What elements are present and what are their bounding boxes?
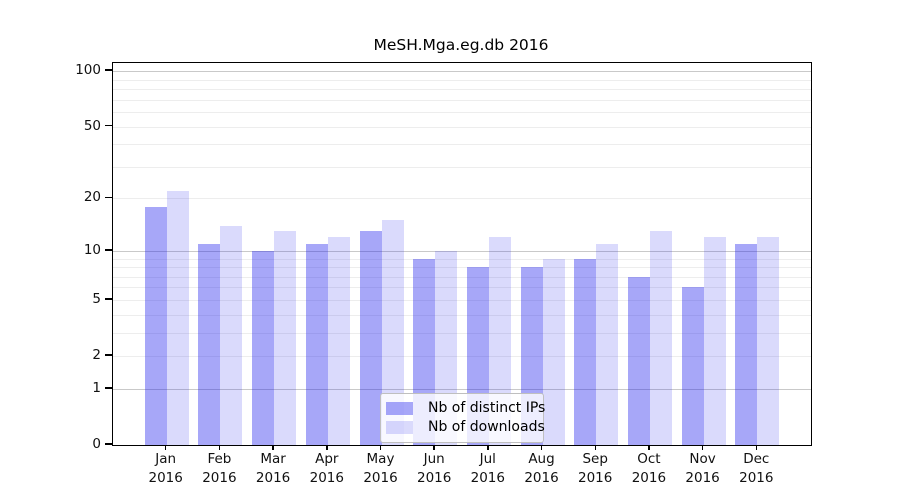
y-tick-50 xyxy=(105,124,112,127)
x-tick-may-2016 xyxy=(379,445,382,450)
bar-dec-2016-downloads xyxy=(757,237,780,445)
bar-oct-2016-downloads xyxy=(649,231,672,445)
legend-item-distinct-ips: Nb of distinct IPs xyxy=(386,401,545,416)
gridline-y-80 xyxy=(113,89,811,90)
bar-mar-2016-downloads xyxy=(274,231,297,445)
y-tick-label-2: 2 xyxy=(92,347,101,363)
bar-jan-2016-distinct-ips xyxy=(144,206,167,445)
gridline-y-30 xyxy=(113,166,811,168)
bar-apr-2016-distinct-ips xyxy=(305,243,328,445)
y-tick-label-100: 100 xyxy=(75,62,101,79)
bar-may-2016-distinct-ips xyxy=(359,231,382,445)
x-tick-mar-2016 xyxy=(272,445,274,450)
legend-label-distinct-ips: Nb of distinct IPs xyxy=(428,400,546,416)
gridline-y-6 xyxy=(113,287,811,289)
x-tick-label-jun-2016: Jun 2016 xyxy=(417,451,452,486)
x-tick-label-apr-2016: Apr 2016 xyxy=(309,451,344,486)
legend-item-downloads: Nb of downloads xyxy=(386,420,545,435)
x-tick-label-aug-2016: Aug 2016 xyxy=(524,451,559,486)
gridline-y-4 xyxy=(113,314,811,316)
bar-may-2016-downloads xyxy=(381,220,404,445)
bar-aug-2016-downloads xyxy=(542,258,565,445)
x-tick-feb-2016 xyxy=(218,445,221,450)
bar-mar-2016-distinct-ips xyxy=(252,250,275,445)
bar-dec-2016-distinct-ips xyxy=(735,243,758,445)
y-tick-label-50: 50 xyxy=(83,117,101,134)
bar-oct-2016-distinct-ips xyxy=(627,276,650,445)
y-tick-20 xyxy=(105,196,112,199)
plot-area xyxy=(112,62,812,446)
x-tick-label-mar-2016: Mar 2016 xyxy=(255,451,291,486)
x-tick-jul-2016 xyxy=(487,445,489,450)
y-tick-label-0: 0 xyxy=(92,436,101,452)
gridline-y-3 xyxy=(113,332,811,334)
bar-feb-2016-distinct-ips xyxy=(198,243,221,445)
x-tick-label-dec-2016: Dec 2016 xyxy=(739,451,774,486)
x-tick-label-jan-2016: Jan 2016 xyxy=(148,451,183,486)
x-tick-label-feb-2016: Feb 2016 xyxy=(202,451,237,486)
x-tick-label-jul-2016: Jul 2016 xyxy=(470,451,505,486)
gridline-y-8 xyxy=(113,267,811,268)
x-tick-label-may-2016: May 2016 xyxy=(363,451,398,486)
legend-swatch-downloads xyxy=(386,421,413,434)
x-tick-dec-2016 xyxy=(755,445,758,450)
y-tick-0 xyxy=(105,443,112,445)
y-tick-label-10: 10 xyxy=(83,241,101,258)
y-tick-label-20: 20 xyxy=(83,189,101,206)
gridline-y-9 xyxy=(113,258,811,260)
gridline-y-40 xyxy=(113,144,811,146)
bar-sep-2016-distinct-ips xyxy=(574,258,597,445)
x-tick-nov-2016 xyxy=(701,445,704,450)
legend-label-downloads: Nb of downloads xyxy=(428,419,545,435)
bar-jan-2016-downloads xyxy=(166,191,189,445)
bar-feb-2016-downloads xyxy=(220,225,243,445)
x-tick-jun-2016 xyxy=(433,445,435,450)
gridline-y-10 xyxy=(113,250,811,252)
gridline-y-50 xyxy=(113,126,811,128)
bar-sep-2016-downloads xyxy=(596,243,619,445)
x-tick-sep-2016 xyxy=(594,445,596,450)
gridline-y-1 xyxy=(113,388,811,390)
y-tick-label-1: 1 xyxy=(92,379,101,396)
x-tick-apr-2016 xyxy=(326,445,328,450)
gridline-y-2 xyxy=(113,356,811,357)
legend-swatch-distinct-ips xyxy=(386,402,413,415)
x-tick-label-sep-2016: Sep 2016 xyxy=(578,451,613,486)
bar-nov-2016-distinct-ips xyxy=(681,287,704,445)
x-tick-label-nov-2016: Nov 2016 xyxy=(685,451,720,486)
x-tick-oct-2016 xyxy=(648,445,650,450)
x-tick-label-oct-2016: Oct 2016 xyxy=(631,451,667,486)
gridline-y-90 xyxy=(113,79,811,81)
y-tick-5 xyxy=(105,298,112,300)
y-tick-2 xyxy=(105,354,112,356)
gridline-y-7 xyxy=(113,276,811,278)
gridline-y-70 xyxy=(113,99,811,101)
gridline-y-100 xyxy=(113,71,811,73)
x-tick-jan-2016 xyxy=(164,445,167,450)
gridline-y-5 xyxy=(113,299,811,301)
y-tick-1 xyxy=(105,387,112,389)
x-tick-aug-2016 xyxy=(540,445,543,450)
bar-apr-2016-downloads xyxy=(327,237,350,445)
legend: Nb of distinct IPs Nb of downloads xyxy=(380,393,545,443)
y-tick-label-5: 5 xyxy=(92,290,101,307)
gridline-y-20 xyxy=(113,198,811,200)
bar-nov-2016-downloads xyxy=(703,237,726,445)
gridline-y-60 xyxy=(113,112,811,113)
y-tick-10 xyxy=(105,249,112,251)
chart-title: MeSH.Mga.eg.db 2016 xyxy=(373,36,549,54)
y-tick-100 xyxy=(105,69,112,71)
